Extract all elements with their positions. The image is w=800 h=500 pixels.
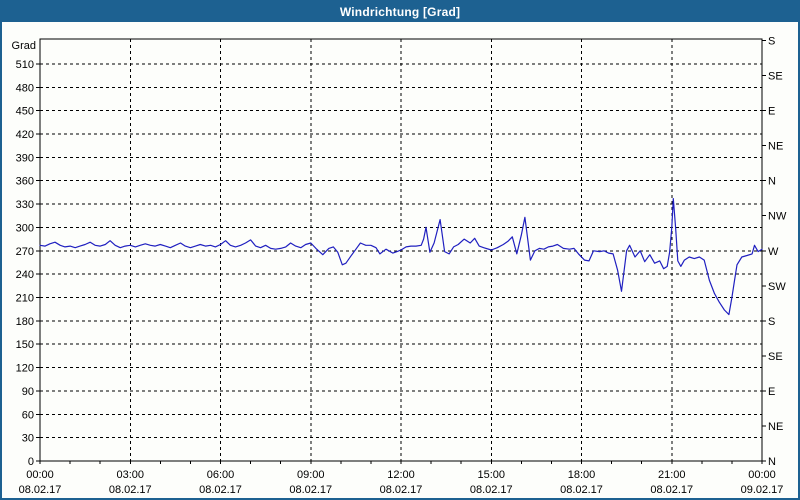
compass-label: W — [768, 246, 779, 258]
y-axis-label: 450 — [16, 106, 34, 118]
y-axis-label: 210 — [16, 292, 34, 304]
y-axis-label: 60 — [22, 409, 34, 421]
compass-label: E — [768, 386, 775, 398]
compass-label: NE — [768, 421, 783, 433]
wind-direction-line — [39, 198, 763, 316]
compass-label: SE — [768, 71, 783, 83]
compass-label: N — [768, 176, 776, 188]
x-axis-time-label: 09:00 — [297, 469, 325, 481]
compass-label: N — [768, 456, 776, 468]
x-axis-time-label: 06:00 — [207, 469, 235, 481]
y-axis-label: 510 — [16, 59, 34, 71]
chart-area: 0 30 60 90 120 150 180 210 240 270 300 330 360 390 420… — [2, 22, 798, 498]
x-axis-date-label: 08.02.17 — [470, 484, 513, 496]
y-axis-label: 390 — [16, 152, 34, 164]
compass-label: SW — [768, 281, 786, 293]
x-axis-time-label: 00:00 — [26, 469, 54, 481]
y-axis-label: 120 — [16, 363, 34, 375]
x-axis-date-label: 09.02.17 — [741, 484, 784, 496]
window-titlebar: Windrichtung [Grad] — [2, 2, 798, 22]
y-axis-label: 420 — [16, 129, 34, 141]
x-axis-time-label: 03:00 — [116, 469, 144, 481]
compass-label: S — [768, 36, 775, 48]
x-axis-date-label: 08.02.17 — [109, 484, 152, 496]
compass-label: E — [768, 106, 775, 118]
x-axis-date-label: 08.02.17 — [650, 484, 693, 496]
x-axis-time-label: 21:00 — [658, 469, 686, 481]
y-axis-label: 270 — [16, 246, 34, 258]
y-axis-label: 180 — [16, 316, 34, 328]
y-axis-label: 150 — [16, 339, 34, 351]
y-axis-label: 300 — [16, 222, 34, 234]
x-axis-date-label: 08.02.17 — [199, 484, 242, 496]
x-axis-date-label: 08.02.17 — [19, 484, 62, 496]
compass-label: NW — [768, 211, 787, 223]
compass-label: SE — [768, 351, 783, 363]
y-axis-label: 240 — [16, 269, 34, 281]
y-axis-title: Grad — [12, 40, 36, 52]
x-axis-date-label: 08.02.17 — [560, 484, 603, 496]
y-axis-label: 30 — [22, 433, 34, 445]
compass-label: NE — [768, 141, 783, 153]
window-title: Windrichtung [Grad] — [339, 5, 461, 19]
y-axis-label: 480 — [16, 82, 34, 94]
x-axis-time-label: 15:00 — [477, 469, 505, 481]
wind-direction-chart: 0 30 60 90 120 150 180 210 240 270 300 330 360 390 420… — [12, 36, 787, 496]
x-axis-time-label: 18:00 — [568, 469, 596, 481]
compass-label: S — [768, 316, 775, 328]
y-axis-label: 330 — [16, 199, 34, 211]
x-axis-date-label: 08.02.17 — [380, 484, 423, 496]
x-axis-time-label: 00:00 — [748, 469, 776, 481]
y-axis-label: 90 — [22, 386, 34, 398]
x-axis-time-label: 12:00 — [387, 469, 415, 481]
y-axis-label: 0 — [28, 456, 34, 468]
x-axis-date-label: 08.02.17 — [289, 484, 332, 496]
y-axis-label: 360 — [16, 176, 34, 188]
